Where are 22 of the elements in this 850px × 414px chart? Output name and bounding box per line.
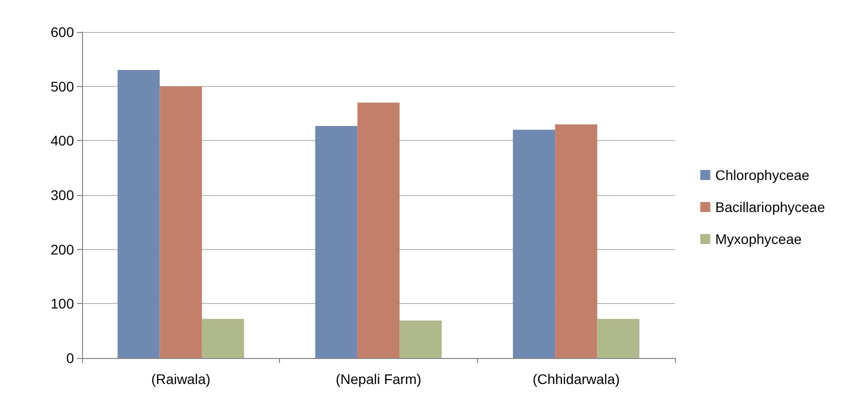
y-tick-label: 300 bbox=[50, 187, 74, 203]
x-tick-label: (Chhidarwala) bbox=[532, 371, 620, 387]
bar bbox=[118, 70, 160, 358]
bar bbox=[202, 318, 244, 358]
y-tick-label: 0 bbox=[66, 350, 74, 366]
bar bbox=[597, 318, 640, 358]
y-tick-label: 500 bbox=[50, 78, 74, 94]
x-tick-label: (Raiwala) bbox=[151, 371, 210, 387]
legend-label: Bacillariophyceae bbox=[715, 199, 826, 215]
y-tick-label: 100 bbox=[50, 296, 74, 312]
legend-label: Myxophyceae bbox=[715, 231, 802, 247]
y-tick-label: 600 bbox=[50, 24, 74, 40]
bar bbox=[315, 126, 358, 358]
bar bbox=[512, 130, 556, 358]
bar bbox=[357, 102, 400, 358]
bar bbox=[555, 124, 598, 358]
y-tick-label: 400 bbox=[50, 132, 74, 149]
legend-label: Chlorophyceae bbox=[715, 167, 810, 183]
bar bbox=[160, 86, 202, 358]
bar bbox=[400, 320, 442, 358]
y-tick-label: 200 bbox=[50, 241, 74, 258]
x-tick-label: (Nepali Farm) bbox=[336, 371, 422, 387]
